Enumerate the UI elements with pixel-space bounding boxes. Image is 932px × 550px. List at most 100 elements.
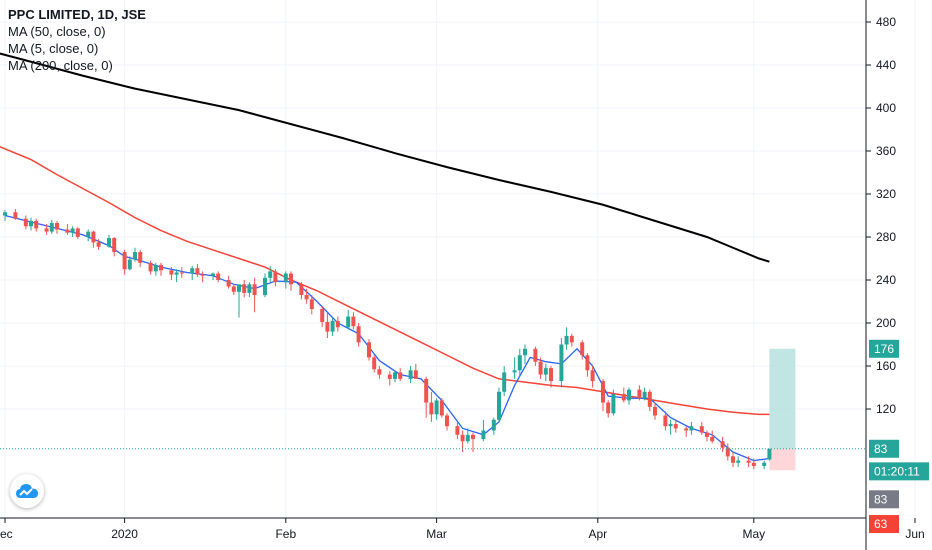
candle xyxy=(580,340,585,360)
candle xyxy=(330,317,335,336)
legend-ma50[interactable]: MA (50, close, 0) xyxy=(8,24,106,39)
candle-body xyxy=(642,391,647,399)
candle xyxy=(564,327,569,350)
legend-title[interactable]: PPC LIMITED, 1D, JSE xyxy=(8,7,146,22)
candle-body xyxy=(148,262,153,272)
y-tick-label: 480 xyxy=(876,15,896,29)
y-tick-label: 360 xyxy=(876,144,896,158)
candle xyxy=(3,210,7,221)
x-tick-label: Jun xyxy=(905,527,924,541)
candle-body xyxy=(606,402,611,414)
candle xyxy=(653,402,657,420)
x-tick-label: Feb xyxy=(275,527,296,541)
candle-body xyxy=(153,264,158,272)
candle-body xyxy=(226,280,231,287)
candle-body xyxy=(601,381,605,403)
candle xyxy=(268,266,273,283)
candle-body xyxy=(346,316,351,328)
candle-body xyxy=(216,273,221,280)
candle-body xyxy=(621,393,626,401)
legend-ma5[interactable]: MA (5, close, 0) xyxy=(8,41,99,56)
candle xyxy=(559,338,564,388)
candle xyxy=(731,452,735,468)
profit-zone xyxy=(769,348,796,449)
candle-body xyxy=(413,370,418,379)
candle-body xyxy=(283,273,288,283)
ma200-line xyxy=(0,52,770,263)
candle-body xyxy=(569,335,574,343)
candle-body xyxy=(268,271,273,278)
candle xyxy=(673,419,678,433)
price-tag-bg xyxy=(869,515,899,534)
candle xyxy=(684,426,689,437)
candle-body xyxy=(746,460,751,463)
price-tag-bg xyxy=(869,439,899,458)
candle xyxy=(75,227,80,240)
candle xyxy=(413,363,418,379)
candle-body xyxy=(320,309,325,322)
tradingview-logo[interactable] xyxy=(10,474,44,508)
candle-body xyxy=(65,229,70,233)
candle xyxy=(127,256,132,271)
price-tags: 176 83 01:20:11 83 63 xyxy=(869,339,929,534)
price-tag: 63 xyxy=(869,515,899,534)
candle-body xyxy=(23,218,28,227)
candle-body xyxy=(710,436,715,442)
candle-body xyxy=(263,277,267,296)
candle xyxy=(549,366,553,388)
candle xyxy=(122,249,127,275)
candle xyxy=(434,398,439,420)
candle-body xyxy=(663,415,668,427)
candle-body xyxy=(455,426,460,435)
candle-body xyxy=(112,238,117,253)
price-tag-bg xyxy=(869,339,899,358)
candle-body xyxy=(512,370,517,373)
candle xyxy=(517,348,522,377)
x-tick-label: Apr xyxy=(588,527,607,541)
candle xyxy=(351,312,356,330)
candle-body xyxy=(289,273,293,285)
candle xyxy=(263,273,267,298)
candle-body xyxy=(107,238,111,247)
price-tag-bg xyxy=(869,462,929,481)
candle-body xyxy=(538,361,543,375)
price-tag: 83 xyxy=(869,439,899,458)
candle xyxy=(159,262,163,276)
candle-body xyxy=(637,389,642,399)
candle xyxy=(533,346,538,366)
candle xyxy=(601,378,605,412)
candle-body xyxy=(627,389,631,401)
candle xyxy=(647,389,652,412)
price-tag-label: 01:20:11 xyxy=(874,464,920,478)
candle-body xyxy=(309,299,314,310)
candle xyxy=(710,430,715,444)
candle xyxy=(65,224,70,235)
candle-body xyxy=(372,357,377,370)
candle-body xyxy=(653,406,657,416)
candle-body xyxy=(465,434,470,442)
legend-ma200[interactable]: MA (200, close, 0) xyxy=(8,58,113,73)
candle xyxy=(335,316,340,332)
candle-body xyxy=(179,272,184,274)
candle xyxy=(512,357,517,379)
candle xyxy=(491,417,496,435)
candle xyxy=(320,305,325,328)
candle xyxy=(13,209,18,220)
candle-body xyxy=(190,268,195,274)
candle xyxy=(304,288,309,304)
candle xyxy=(746,456,751,468)
candle xyxy=(497,387,501,422)
candle-body xyxy=(34,220,39,229)
candle-body xyxy=(491,419,496,431)
candle-body xyxy=(585,355,590,371)
candle xyxy=(429,391,434,422)
candle xyxy=(465,428,470,444)
x-tick-label: 2020 xyxy=(111,527,138,541)
candle-body xyxy=(684,428,689,431)
candle-body xyxy=(725,447,730,457)
candle-body xyxy=(559,344,564,382)
candle-body xyxy=(247,284,252,293)
candle-body xyxy=(75,228,80,237)
chart-legend: PPC LIMITED, 1D, JSE MA (50, close, 0) M… xyxy=(8,6,146,74)
